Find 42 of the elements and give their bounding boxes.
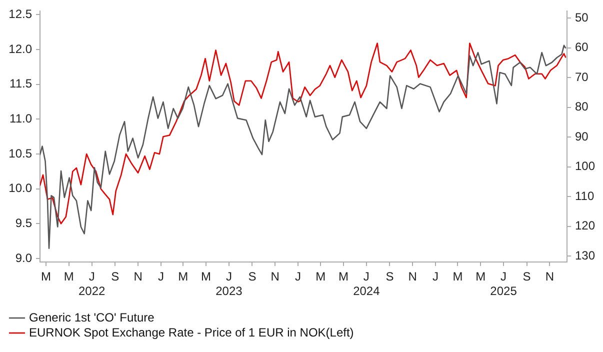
x-tick-label: M — [452, 270, 463, 284]
x-tick-label: J — [158, 270, 164, 284]
x-tick-label: N — [545, 270, 554, 284]
y2-tick-label: 50 — [575, 10, 589, 24]
x-tick-label: M — [41, 270, 52, 284]
x-tick-label: J — [295, 270, 302, 284]
x-tick-label: S — [386, 270, 394, 284]
x-tick-label: S — [522, 270, 531, 284]
y2-tick-label: 110 — [575, 188, 594, 203]
x-tick-label: J 2025 — [490, 270, 518, 298]
y-tick-label: 11.0 — [10, 111, 32, 126]
x-tick-label: N — [270, 270, 280, 284]
y2-tick-label: 90 — [575, 129, 589, 144]
x-tick-label: M — [178, 270, 188, 284]
y2-tick-label: 60 — [575, 40, 589, 54]
x-tick-label: J — [432, 270, 439, 284]
y-tick-label: 10.5 — [8, 146, 32, 160]
legend-label: Generic 1st 'CO' Future — [29, 310, 155, 324]
y2-tick-label: 100 — [575, 159, 596, 174]
y2-tick-label: 70 — [575, 70, 589, 84]
x-tick-label: S — [248, 270, 256, 284]
x-tick-label: M — [64, 270, 74, 284]
y2-tick-label: 120 — [575, 218, 596, 233]
legend-label: EURNOK Spot Exchange Rate - Price of 1 EUR in NOK(Left) — [29, 325, 354, 340]
y2-tick-label: 80 — [575, 100, 589, 114]
x-tick-label: M — [476, 270, 486, 284]
x-tick-label: N — [408, 270, 417, 284]
y-tick-label: 11.5 — [10, 76, 32, 91]
x-tick-label: J 2023 — [216, 270, 243, 298]
x-tick-label: S — [111, 270, 120, 284]
x-tick-label: M — [201, 270, 212, 284]
y-tick-label: 9.5 — [15, 216, 32, 230]
x-tick-label: M — [338, 270, 349, 284]
y-tick-label: 12.0 — [8, 42, 32, 56]
x-tick-label: N — [134, 270, 142, 284]
y-tick-label: 10.0 — [8, 181, 32, 196]
y-tick-label: 12.5 — [8, 6, 32, 21]
y-tick-label: 9.0 — [15, 250, 32, 265]
y2-tick-label: 130 — [575, 248, 596, 262]
x-tick-label: J 2024 — [353, 270, 380, 298]
x-tick-label: J 2022 — [78, 270, 106, 298]
x-tick-label: M — [316, 270, 326, 284]
